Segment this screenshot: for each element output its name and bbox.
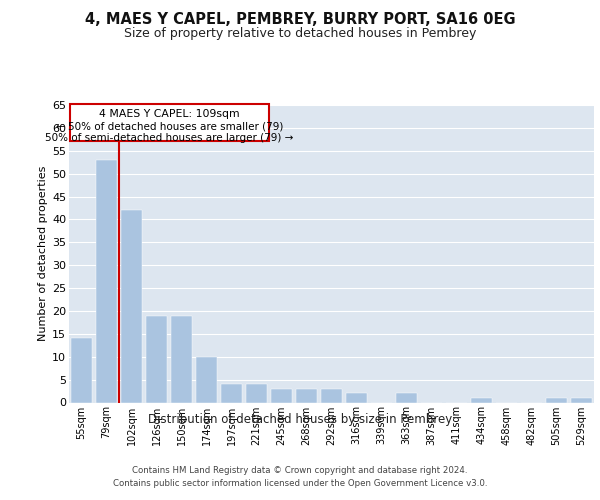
Y-axis label: Number of detached properties: Number of detached properties (38, 166, 48, 342)
Bar (296, 389, 317, 402)
Bar (321, 389, 342, 402)
Bar (246, 384, 267, 402)
Text: ← 50% of detached houses are smaller (79): ← 50% of detached houses are smaller (79… (56, 121, 283, 131)
FancyBboxPatch shape (70, 104, 269, 141)
Bar (571, 398, 592, 402)
Text: Distribution of detached houses by size in Pembrey: Distribution of detached houses by size … (148, 412, 452, 426)
Text: 50% of semi-detached houses are larger (79) →: 50% of semi-detached houses are larger (… (46, 134, 294, 143)
Text: Size of property relative to detached houses in Pembrey: Size of property relative to detached ho… (124, 28, 476, 40)
Bar (471, 398, 492, 402)
Text: 4, MAES Y CAPEL, PEMBREY, BURRY PORT, SA16 0EG: 4, MAES Y CAPEL, PEMBREY, BURRY PORT, SA… (85, 12, 515, 28)
Bar (71, 338, 92, 402)
Bar (121, 210, 142, 402)
Bar (221, 384, 242, 402)
Text: Contains HM Land Registry data © Crown copyright and database right 2024.
Contai: Contains HM Land Registry data © Crown c… (113, 466, 487, 487)
Bar (171, 316, 192, 402)
Bar (271, 389, 292, 402)
Bar (96, 160, 117, 402)
Text: 4 MAES Y CAPEL: 109sqm: 4 MAES Y CAPEL: 109sqm (100, 108, 240, 118)
Bar (146, 316, 167, 402)
Bar (546, 398, 567, 402)
Bar (346, 394, 367, 402)
Bar (396, 394, 417, 402)
Bar (196, 356, 217, 403)
